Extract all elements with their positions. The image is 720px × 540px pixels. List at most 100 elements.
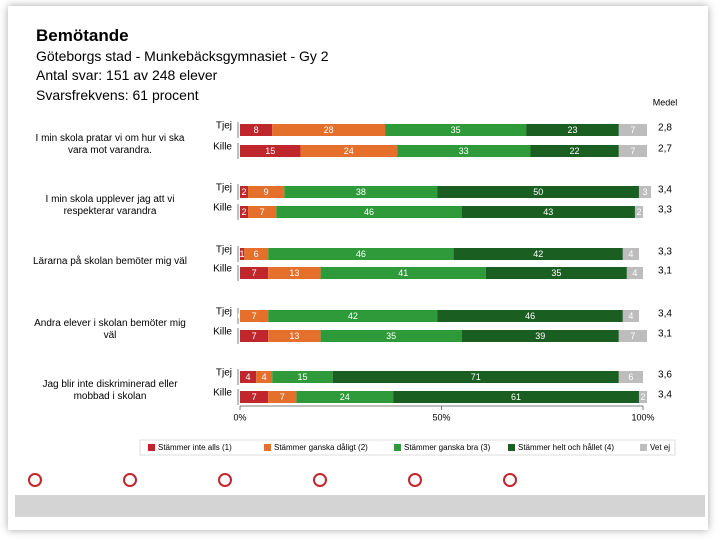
bar-segment (272, 371, 333, 383)
segment-label: 50 (533, 187, 543, 197)
segment-label: 33 (459, 146, 469, 156)
row-label: Kille (213, 327, 232, 338)
legend-swatch (508, 444, 515, 451)
legend-label: Stämmer helt och hållet (4) (518, 443, 614, 452)
x-tick-label: 100% (631, 412, 654, 422)
medel-value: 3,1 (658, 266, 672, 277)
bar-segment (622, 248, 639, 260)
bar-segment (618, 124, 648, 136)
bar-segment (256, 371, 273, 383)
segment-label: 4 (632, 268, 637, 278)
row-label: Tjej (216, 121, 232, 132)
segment-label: 42 (348, 311, 358, 321)
row-label: Tjej (216, 183, 232, 194)
title: Bemötande (36, 26, 129, 45)
bar-segment (437, 310, 623, 322)
question-label: Andra elever i skolan bemöter mig väl (34, 318, 186, 341)
bar-segment (526, 124, 619, 136)
x-tick-label: 50% (432, 412, 450, 422)
bar-segment (240, 248, 245, 260)
segment-label: 46 (525, 311, 535, 321)
segment-label: 46 (364, 207, 374, 217)
segment-label: 4 (628, 311, 633, 321)
bar-segment (485, 267, 627, 279)
segment-label: 2 (640, 392, 645, 402)
legend-swatch (640, 444, 647, 451)
segment-label: 13 (289, 268, 299, 278)
segment-label: 2 (242, 207, 247, 217)
segment-label: 28 (324, 125, 334, 135)
segment-label: 9 (264, 187, 269, 197)
bar-segment (268, 248, 454, 260)
bar-segment (248, 206, 277, 218)
bar-segment (461, 330, 619, 342)
segment-label: 6 (254, 249, 259, 259)
decor (28, 473, 42, 487)
segment-label: 4 (262, 372, 267, 382)
legend-label: Vet ej (650, 443, 670, 452)
row-label: Kille (213, 142, 232, 153)
segment-label: 38 (356, 187, 366, 197)
segment-label: 35 (386, 331, 396, 341)
row-label: Tjej (216, 307, 232, 318)
row-label: Tjej (216, 368, 232, 379)
segment-label: 35 (551, 268, 561, 278)
bar-segment (268, 391, 297, 403)
bar-segment (530, 145, 619, 157)
subtitle: Antal svar: 151 av 248 elever (36, 67, 218, 83)
segment-label: 8 (254, 125, 259, 135)
legend-label: Stämmer ganska bra (3) (404, 443, 491, 452)
segment-label: 7 (630, 146, 635, 156)
row-label: Tjej (216, 245, 232, 256)
row-label: Kille (213, 388, 232, 399)
bar-segment (276, 206, 462, 218)
segment-label: 13 (289, 331, 299, 341)
legend-swatch (394, 444, 401, 451)
bar-segment (626, 267, 643, 279)
bar-segment (268, 330, 321, 342)
segment-label: 7 (630, 331, 635, 341)
question-label: Lärarna på skolan bemöter mig väl (33, 255, 187, 267)
bar-segment (244, 248, 269, 260)
bar-segment (268, 310, 438, 322)
subtitle: Svarsfrekvens: 61 procent (36, 87, 199, 103)
x-tick-label: 0% (233, 412, 246, 422)
question-label: I min skola upplever jag att vi respekte… (45, 194, 175, 217)
legend-swatch (264, 444, 271, 451)
bar-segment (296, 391, 394, 403)
segment-label: 7 (252, 311, 257, 321)
legend-box (139, 439, 676, 456)
segment-label: 7 (252, 331, 257, 341)
medel-value: 3,1 (658, 329, 672, 340)
question-label: I min skola pratar vi om hur vi ska vara… (35, 132, 185, 156)
segment-label: 6 (628, 372, 633, 382)
bar-segment (385, 124, 527, 136)
bar-segment (240, 186, 249, 198)
segment-label: 39 (535, 331, 545, 341)
segment-label: 71 (471, 372, 481, 382)
segment-label: 2 (242, 187, 247, 197)
bar-segment (240, 145, 301, 157)
decor (218, 473, 232, 487)
medel-title: Medel (653, 97, 678, 107)
medel-value: 3,3 (658, 247, 672, 258)
segment-label: 7 (252, 268, 257, 278)
subtitle: Göteborgs stad - Munkebäcksgymnasiet - G… (36, 48, 329, 64)
legend-swatch (148, 444, 155, 451)
legend-label: Stämmer inte alls (1) (158, 443, 232, 452)
segment-label: 22 (569, 146, 579, 156)
bar-segment (240, 206, 249, 218)
decor (123, 473, 137, 487)
bar-segment (240, 124, 273, 136)
bar-segment (638, 186, 652, 198)
segment-label: 43 (543, 207, 553, 217)
question-label: Jag blir inte diskriminerad eller mobbad… (42, 379, 178, 402)
segment-label: 41 (398, 268, 408, 278)
decor-strip (15, 495, 705, 517)
segment-label: 24 (340, 392, 350, 402)
bar-segment (393, 391, 639, 403)
medel-value: 2,8 (658, 123, 672, 134)
medel-value: 2,7 (658, 144, 672, 155)
